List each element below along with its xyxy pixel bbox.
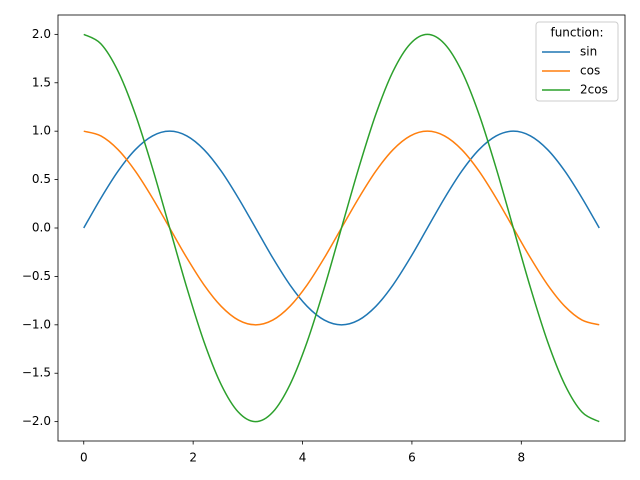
y-tick-label: 1.5 [32, 75, 51, 89]
x-tick-label: 4 [299, 451, 307, 465]
legend-label: sin [580, 45, 597, 59]
legend-label: 2cos [580, 83, 608, 97]
legend-label: cos [580, 64, 600, 78]
y-tick-label: 1.0 [32, 124, 51, 138]
series-line [83, 130, 600, 326]
y-tick-label: 2.0 [32, 27, 51, 41]
y-tick-label: −1.5 [22, 366, 51, 380]
y-tick-label: 0.0 [32, 221, 51, 235]
legend-box [535, 21, 619, 102]
y-tick-label: −1.0 [22, 317, 51, 331]
x-tick-label: 8 [517, 451, 525, 465]
y-tick-label: 0.5 [32, 172, 51, 186]
y-tick-label: −0.5 [22, 269, 51, 283]
x-tick-label: 0 [80, 451, 88, 465]
x-tick-label: 2 [189, 451, 197, 465]
legend-title: function: [550, 26, 603, 40]
x-tick-label: 6 [408, 451, 416, 465]
series-line [83, 33, 600, 423]
plot-frame [57, 14, 626, 442]
legend: function: sin cos 2cos [535, 21, 619, 102]
y-tick-label: −2.0 [22, 414, 51, 428]
